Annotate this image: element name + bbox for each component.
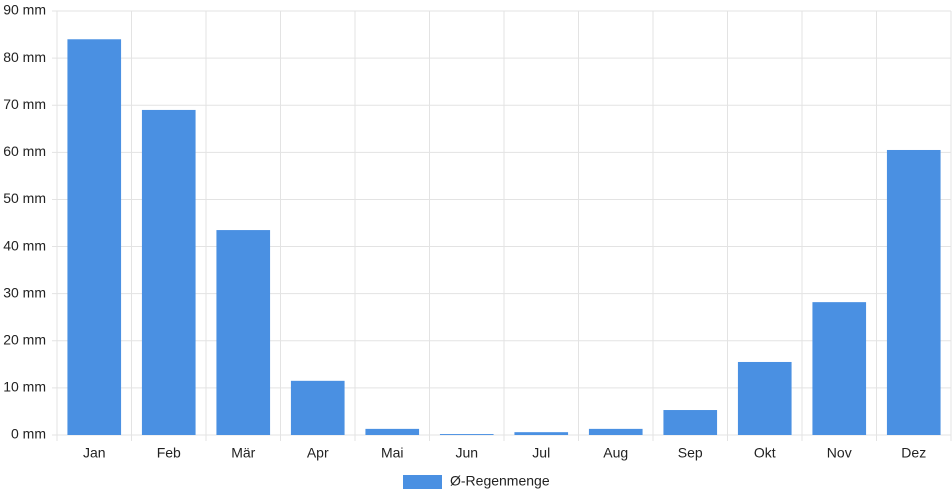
y-tick-label: 90 mm (3, 2, 46, 18)
x-tick-label: Dez (901, 445, 926, 461)
bar (365, 428, 420, 435)
x-tick-label: Nov (827, 445, 852, 461)
x-tick-label: Apr (307, 445, 329, 461)
bar (439, 434, 494, 435)
bar (812, 302, 867, 435)
x-tick-label: Jun (455, 445, 478, 461)
bar (290, 380, 345, 435)
y-tick-label: 70 mm (3, 96, 46, 112)
x-tick-label: Jan (83, 445, 106, 461)
bar (588, 428, 643, 435)
legend-label[interactable]: Ø-Regenmenge (450, 473, 550, 489)
y-tick-label: 10 mm (3, 379, 46, 395)
x-tick-label: Sep (678, 445, 703, 461)
y-tick-label: 30 mm (3, 284, 46, 300)
y-tick-label: 80 mm (3, 49, 46, 65)
y-tick-label: 20 mm (3, 331, 46, 347)
bar (141, 109, 196, 435)
bar (514, 432, 569, 435)
x-tick-label: Okt (754, 445, 776, 461)
bar (886, 149, 941, 435)
x-tick-label: Mär (231, 445, 255, 461)
x-tick-label: Mai (381, 445, 404, 461)
y-tick-label: 50 mm (3, 190, 46, 206)
x-tick-label: Aug (603, 445, 628, 461)
y-tick-label: 60 mm (3, 143, 46, 159)
bar (216, 230, 271, 435)
bar (663, 410, 718, 435)
x-tick-label: Jul (532, 445, 550, 461)
legend-swatch (403, 475, 442, 489)
x-tick-label: Feb (157, 445, 181, 461)
bar (737, 361, 792, 435)
y-tick-label: 40 mm (3, 237, 46, 253)
bar (67, 39, 122, 436)
y-tick-label: 0 mm (11, 426, 46, 442)
